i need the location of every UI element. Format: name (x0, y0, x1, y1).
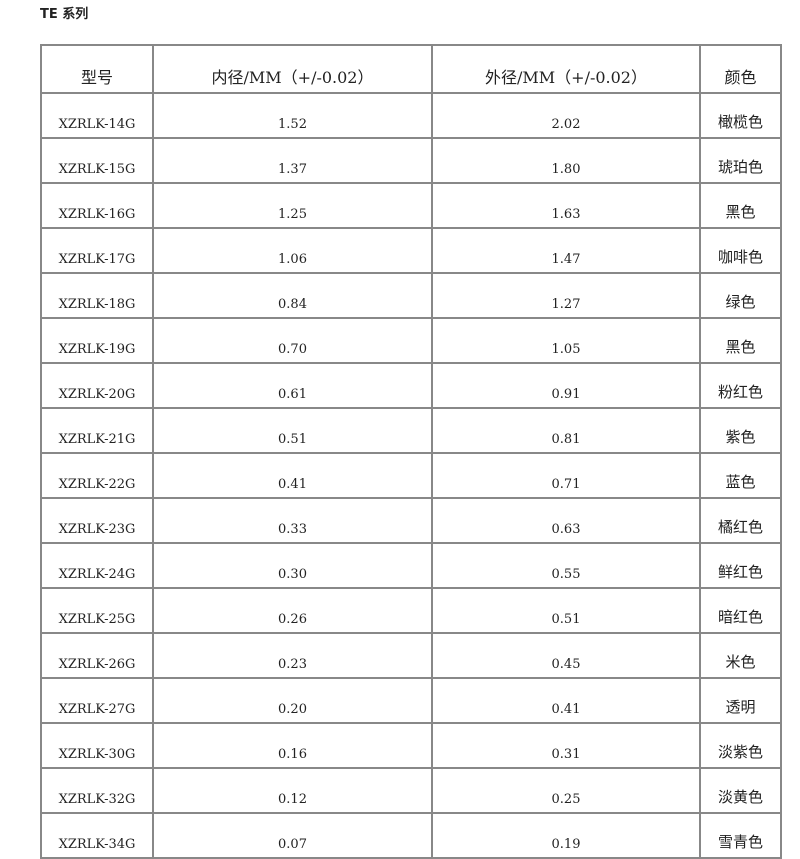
cell-color: 琥珀色 (699, 137, 782, 184)
cell-outer-diameter: 0.51 (431, 587, 701, 634)
table-row: XZRLK-17G 1.06 1.47 咖啡色 (40, 227, 782, 274)
table-row: XZRLK-24G 0.30 0.55 鲜红色 (40, 542, 782, 589)
cell-inner-diameter: 0.20 (152, 677, 433, 724)
cell-model: XZRLK-15G (40, 137, 154, 184)
cell-color: 淡黄色 (699, 767, 782, 814)
cell-outer-diameter: 1.05 (431, 317, 701, 364)
cell-outer-diameter: 0.41 (431, 677, 701, 724)
cell-model: XZRLK-16G (40, 182, 154, 229)
table-row: XZRLK-23G 0.33 0.63 橘红色 (40, 497, 782, 544)
header-outer-diameter: 外径/MM（+/-0.02） (431, 44, 701, 94)
cell-color: 鲜红色 (699, 542, 782, 589)
cell-color: 淡紫色 (699, 722, 782, 769)
cell-model: XZRLK-21G (40, 407, 154, 454)
cell-model: XZRLK-17G (40, 227, 154, 274)
cell-inner-diameter: 0.51 (152, 407, 433, 454)
header-row: 型号 内径/MM（+/-0.02） 外径/MM（+/-0.02） 颜色 (40, 44, 782, 94)
cell-color: 紫色 (699, 407, 782, 454)
table-row: XZRLK-26G 0.23 0.45 米色 (40, 632, 782, 679)
cell-model: XZRLK-34G (40, 812, 154, 859)
table-row: XZRLK-22G 0.41 0.71 蓝色 (40, 452, 782, 499)
cell-inner-diameter: 0.41 (152, 452, 433, 499)
table-row: XZRLK-30G 0.16 0.31 淡紫色 (40, 722, 782, 769)
cell-inner-diameter: 0.12 (152, 767, 433, 814)
cell-outer-diameter: 2.02 (431, 92, 701, 139)
cell-model: XZRLK-14G (40, 92, 154, 139)
cell-color: 米色 (699, 632, 782, 679)
cell-inner-diameter: 1.52 (152, 92, 433, 139)
cell-model: XZRLK-22G (40, 452, 154, 499)
table-row: XZRLK-18G 0.84 1.27 绿色 (40, 272, 782, 319)
cell-outer-diameter: 0.81 (431, 407, 701, 454)
cell-model: XZRLK-19G (40, 317, 154, 364)
cell-inner-diameter: 0.16 (152, 722, 433, 769)
cell-inner-diameter: 1.06 (152, 227, 433, 274)
cell-color: 咖啡色 (699, 227, 782, 274)
table-row: XZRLK-32G 0.12 0.25 淡黄色 (40, 767, 782, 814)
cell-inner-diameter: 1.37 (152, 137, 433, 184)
cell-inner-diameter: 0.26 (152, 587, 433, 634)
table-row: XZRLK-25G 0.26 0.51 暗红色 (40, 587, 782, 634)
page-title: TE 系列 (40, 7, 89, 22)
cell-model: XZRLK-18G (40, 272, 154, 319)
cell-model: XZRLK-26G (40, 632, 154, 679)
cell-color: 黑色 (699, 317, 782, 364)
header-color: 颜色 (699, 44, 782, 94)
cell-model: XZRLK-20G (40, 362, 154, 409)
table-row: XZRLK-21G 0.51 0.81 紫色 (40, 407, 782, 454)
cell-outer-diameter: 1.27 (431, 272, 701, 319)
cell-color: 蓝色 (699, 452, 782, 499)
cell-color: 橘红色 (699, 497, 782, 544)
cell-outer-diameter: 0.71 (431, 452, 701, 499)
cell-model: XZRLK-25G (40, 587, 154, 634)
table-row: XZRLK-19G 0.70 1.05 黑色 (40, 317, 782, 364)
table-row: XZRLK-15G 1.37 1.80 琥珀色 (40, 137, 782, 184)
cell-inner-diameter: 0.84 (152, 272, 433, 319)
cell-inner-diameter: 0.30 (152, 542, 433, 589)
cell-outer-diameter: 1.63 (431, 182, 701, 229)
table-row: XZRLK-16G 1.25 1.63 黑色 (40, 182, 782, 229)
table-row: XZRLK-14G 1.52 2.02 橄榄色 (40, 92, 782, 139)
cell-inner-diameter: 0.23 (152, 632, 433, 679)
cell-color: 雪青色 (699, 812, 782, 859)
cell-color: 绿色 (699, 272, 782, 319)
cell-color: 橄榄色 (699, 92, 782, 139)
cell-inner-diameter: 0.70 (152, 317, 433, 364)
cell-inner-diameter: 0.61 (152, 362, 433, 409)
cell-outer-diameter: 0.31 (431, 722, 701, 769)
cell-inner-diameter: 0.07 (152, 812, 433, 859)
table-row: XZRLK-27G 0.20 0.41 透明 (40, 677, 782, 724)
cell-outer-diameter: 1.80 (431, 137, 701, 184)
cell-model: XZRLK-23G (40, 497, 154, 544)
cell-color: 暗红色 (699, 587, 782, 634)
cell-color: 透明 (699, 677, 782, 724)
cell-outer-diameter: 1.47 (431, 227, 701, 274)
cell-outer-diameter: 0.55 (431, 542, 701, 589)
cell-color: 黑色 (699, 182, 782, 229)
header-inner-diameter: 内径/MM（+/-0.02） (152, 44, 433, 94)
cell-inner-diameter: 0.33 (152, 497, 433, 544)
cell-outer-diameter: 0.19 (431, 812, 701, 859)
header-model: 型号 (40, 44, 154, 94)
spec-table: 型号 内径/MM（+/-0.02） 外径/MM（+/-0.02） 颜色 XZRL… (40, 44, 782, 859)
cell-model: XZRLK-30G (40, 722, 154, 769)
cell-outer-diameter: 0.45 (431, 632, 701, 679)
cell-outer-diameter: 0.25 (431, 767, 701, 814)
cell-model: XZRLK-27G (40, 677, 154, 724)
cell-model: XZRLK-24G (40, 542, 154, 589)
table-row: XZRLK-20G 0.61 0.91 粉红色 (40, 362, 782, 409)
table-row: XZRLK-34G 0.07 0.19 雪青色 (40, 812, 782, 859)
cell-outer-diameter: 0.63 (431, 497, 701, 544)
cell-outer-diameter: 0.91 (431, 362, 701, 409)
cell-color: 粉红色 (699, 362, 782, 409)
cell-model: XZRLK-32G (40, 767, 154, 814)
cell-inner-diameter: 1.25 (152, 182, 433, 229)
